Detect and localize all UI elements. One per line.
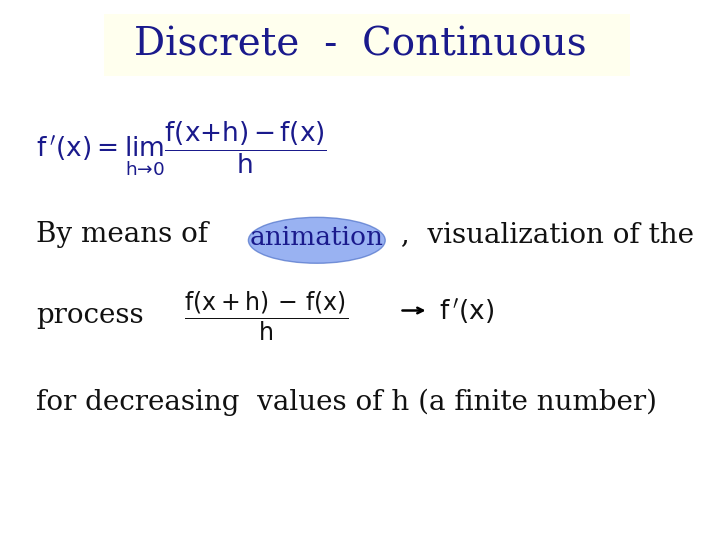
Text: $\mathrm{\dfrac{f(x+h)\,-\,f(x)}{h}}$: $\mathrm{\dfrac{f(x+h)\,-\,f(x)}{h}}$ xyxy=(184,289,348,342)
Text: ,  visualization of the: , visualization of the xyxy=(392,221,694,248)
Text: $\mathrm{f\,'(x)}$: $\mathrm{f\,'(x)}$ xyxy=(439,295,495,326)
Text: Discrete  -  Continuous: Discrete - Continuous xyxy=(134,26,586,63)
Text: By means of: By means of xyxy=(36,221,208,248)
Text: $\mathrm{f\,'(x) = \lim_{h \to 0} \dfrac{f(x+h)\,-\,f(x)}{h}}$: $\mathrm{f\,'(x) = \lim_{h \to 0} \dfrac… xyxy=(36,119,327,178)
Text: animation: animation xyxy=(250,225,384,250)
Text: for decreasing  values of h (a finite number): for decreasing values of h (a finite num… xyxy=(36,389,657,416)
Ellipse shape xyxy=(248,217,385,263)
Text: process: process xyxy=(36,302,143,329)
FancyBboxPatch shape xyxy=(104,14,630,76)
